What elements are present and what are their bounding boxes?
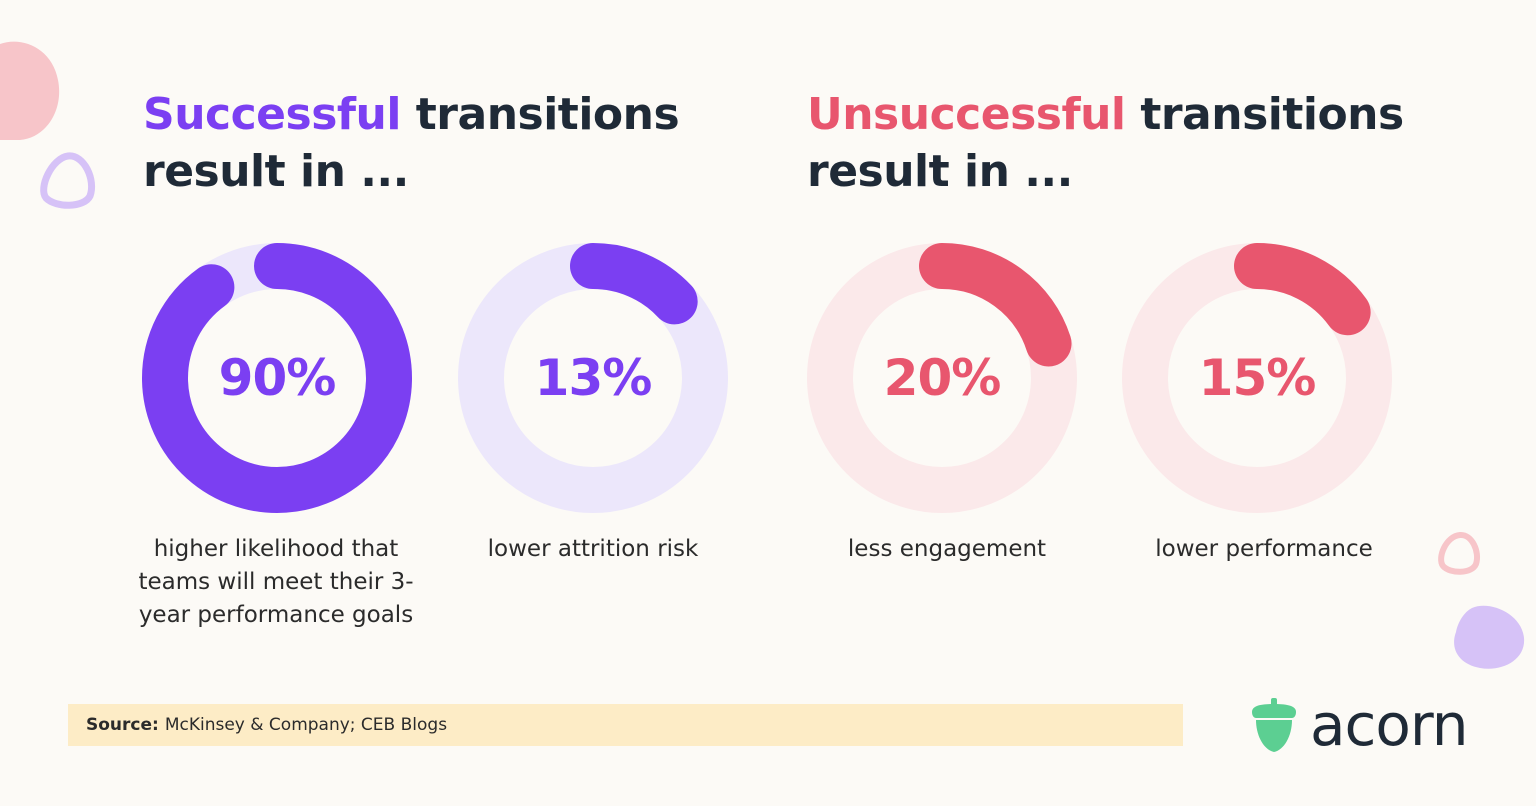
donut-chart-2: 13% — [457, 242, 729, 514]
donut-3-value-label: 20% — [883, 349, 1002, 407]
donut-1-arc — [142, 243, 412, 513]
donut-1-svg — [142, 243, 412, 513]
source-label: Source: — [86, 715, 159, 735]
donut-4-value-label: 15% — [1198, 349, 1317, 407]
heading-successful: Successful transitions result in ... — [143, 86, 703, 200]
donut-2-arc — [458, 243, 728, 513]
donut-2-caption: lower attrition risk — [487, 536, 699, 562]
brand-name: acorn — [1310, 691, 1469, 759]
donut-chart-1: 90% — [141, 242, 413, 514]
heading-successful-rest: transitions result in ... — [143, 89, 680, 197]
heading-unsuccessful-accent: Unsuccessful — [807, 89, 1126, 140]
source-text: McKinsey & Company; CEB Blogs — [164, 715, 448, 735]
donut-chart-4: 15% — [1121, 242, 1393, 514]
donut-1-caption: higher likelihood that teams will meet t… — [138, 536, 414, 628]
lilac-ring-decoration — [40, 152, 95, 209]
heading-unsuccessful: Unsuccessful transitions result in ... — [807, 86, 1427, 200]
donut-4-svg — [1122, 243, 1392, 513]
brand-logo: acorn — [1250, 690, 1469, 760]
donut-1-value-label: 90% — [218, 349, 337, 407]
source-bar: Source: McKinsey & Company; CEB Blogs — [68, 704, 1183, 746]
donut-3-svg — [807, 243, 1077, 513]
pink-ring-decoration — [1438, 532, 1480, 575]
acorn-icon — [1252, 698, 1296, 752]
donut-chart-3: 20% — [806, 242, 1078, 514]
donut-2-value-label: 13% — [534, 349, 653, 407]
donut-3-caption: less engagement — [847, 536, 1047, 562]
pink-blob-decoration — [0, 41, 60, 140]
heading-successful-accent: Successful — [143, 89, 401, 140]
donut-3-arc — [807, 243, 1077, 513]
donut-2-svg — [458, 243, 728, 513]
heading-unsuccessful-rest: transitions result in ... — [807, 89, 1404, 197]
donut-4-caption: lower performance — [1155, 536, 1373, 562]
lilac-blob-decoration — [1454, 605, 1525, 669]
donut-4-arc — [1122, 243, 1392, 513]
